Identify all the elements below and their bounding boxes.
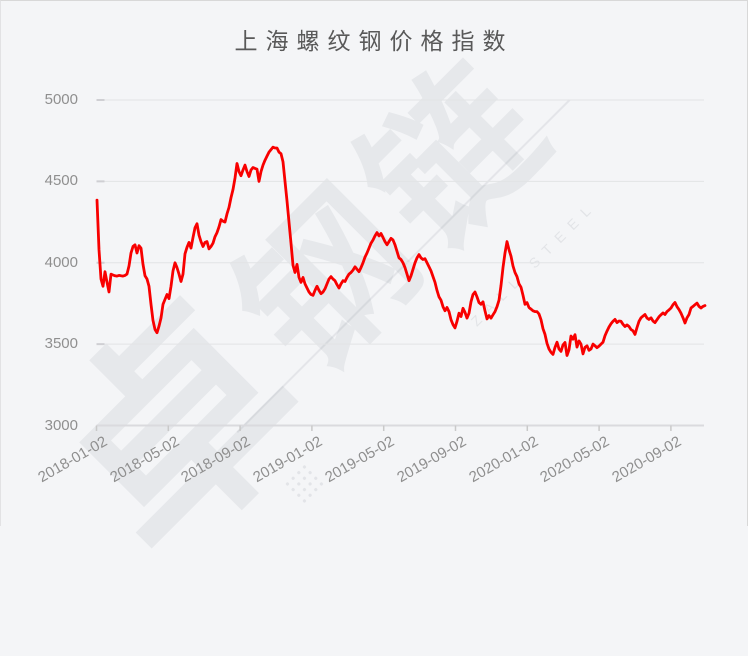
y-axis-label: 3500 bbox=[44, 335, 78, 353]
y-axis-label: 4000 bbox=[44, 253, 78, 271]
price-line-series bbox=[95, 145, 707, 357]
y-axis-label: 4500 bbox=[44, 172, 78, 190]
chart-title: 上海螺纹钢价格指数 bbox=[234, 28, 514, 54]
chart-plot-area[interactable] bbox=[0, 0, 748, 526]
y-axis-label: 3000 bbox=[44, 416, 78, 434]
y-axis-label: 5000 bbox=[44, 91, 78, 108]
